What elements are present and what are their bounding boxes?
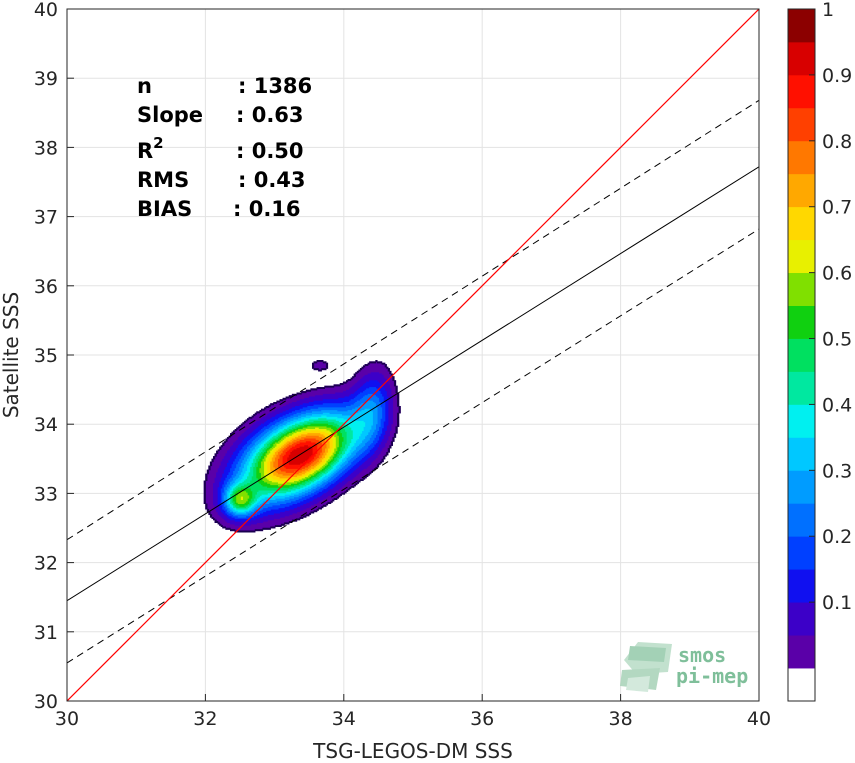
- fit-line: [67, 166, 759, 602]
- colorbar-band-16: [788, 140, 815, 175]
- colorbar-band-19: [788, 41, 815, 76]
- stat-r2-value: : 0.50: [236, 139, 304, 163]
- y-tick-label-4: 34: [34, 414, 58, 436]
- colorbar-band-11: [788, 305, 815, 339]
- y-tick-label-5: 35: [34, 345, 58, 367]
- stat-rms-value: : 0.43: [238, 168, 306, 192]
- y-tick-label-3: 33: [34, 483, 58, 505]
- colorbar-band-7: [788, 437, 815, 471]
- colorbar-band-14: [788, 206, 815, 241]
- colorbar-band-12: [788, 272, 815, 306]
- x-tick-label-3: 36: [470, 708, 494, 730]
- stat-r2-letter: R: [137, 139, 153, 163]
- colorbar-band-8: [788, 404, 815, 438]
- colorbar-band-4: [788, 536, 815, 570]
- y-tick-label-7: 37: [34, 207, 58, 229]
- watermark: smos pi-mep: [620, 642, 748, 692]
- colorbar-tick-label-0: 0.1: [822, 592, 852, 614]
- y-tick-label-1: 31: [34, 622, 58, 644]
- colorbar-band-18: [788, 74, 815, 109]
- x-axis-ticks: 30 32 34 36 38 40: [55, 694, 771, 730]
- watermark-line1: smos: [678, 643, 726, 667]
- regression-lines: [67, 9, 759, 701]
- stat-slope-label: Slope: [137, 103, 203, 127]
- colorbar-tick-label-6: 0.7: [822, 197, 852, 219]
- stat-r2-sup: 2: [153, 134, 163, 152]
- y-tick-label-2: 32: [34, 553, 58, 575]
- x-tick-label-2: 34: [332, 708, 356, 730]
- colorbar-band-0: [788, 668, 815, 702]
- stat-rms-label: RMS: [137, 168, 189, 192]
- colorbar-tick-label-3: 0.4: [822, 394, 852, 416]
- y-tick-label-8: 38: [34, 137, 58, 159]
- colorbar-frame: [787, 8, 816, 702]
- y-tick-label-0: 30: [34, 691, 58, 713]
- grid: [67, 9, 759, 701]
- colorbar-band-9: [788, 371, 815, 405]
- colorbar-band-2: [788, 602, 815, 636]
- colorbar-band-15: [788, 173, 815, 208]
- colorbar-band-5: [788, 503, 815, 537]
- colorbar-tick-label-5: 0.6: [822, 263, 852, 285]
- colorbar-tick-label-7: 0.8: [822, 131, 852, 153]
- colorbar-tick-label-9: 1: [822, 0, 834, 21]
- y-tick-label-6: 36: [34, 276, 58, 298]
- y-tick-label-9: 39: [34, 68, 58, 90]
- fit-lower-line: [67, 228, 759, 664]
- x-tick-label-0: 30: [55, 708, 79, 730]
- stat-n-label: n: [137, 74, 152, 98]
- colorbar-band-1: [788, 635, 815, 669]
- colorbar-tick-label-8: 0.9: [822, 65, 852, 87]
- y-tick-label-10: 40: [34, 0, 58, 21]
- colorbar-band-6: [788, 470, 815, 504]
- colorbar-tick-label-4: 0.5: [822, 329, 852, 351]
- x-tick-label-1: 32: [193, 708, 217, 730]
- stat-bias-value: : 0.16: [233, 197, 301, 221]
- y-axis-title: Satellite SSS: [0, 292, 23, 418]
- colorbar-band-20: [788, 9, 815, 43]
- colorbar-tick-label-2: 0.3: [822, 460, 852, 482]
- stat-n-value: : 1386: [238, 74, 312, 98]
- watermark-line2: pi-mep: [676, 664, 748, 688]
- x-tick-label-4: 38: [609, 708, 633, 730]
- colorbar-band-3: [788, 569, 815, 603]
- x-tick-label-5: 40: [747, 708, 771, 730]
- colorbar-band-17: [788, 107, 815, 142]
- stats-block: n : 1386 Slope : 0.63 R2 : 0.50 RMS : 0.…: [137, 74, 312, 221]
- y-axis-ticks: 30 31 32 33 34 35 36 37 38 39 40: [34, 0, 74, 713]
- colorbar-band-13: [788, 239, 815, 274]
- colorbar-band-10: [788, 338, 815, 372]
- stat-bias-label: BIAS: [137, 197, 192, 221]
- colorbar-tick-label-1: 0.2: [822, 526, 852, 548]
- x-axis-title: TSG-LEGOS-DM SSS: [312, 739, 513, 763]
- stat-r2-label: R2: [137, 134, 164, 163]
- smos-logo-icon: [620, 642, 672, 692]
- colorbar: 0.1 0.2 0.3 0.4 0.5 0.6 0.7 0.8 0.9 1: [787, 0, 852, 702]
- fit-upper-line: [67, 99, 759, 541]
- stat-slope-value: : 0.63: [236, 103, 304, 127]
- identity-line: [67, 9, 759, 701]
